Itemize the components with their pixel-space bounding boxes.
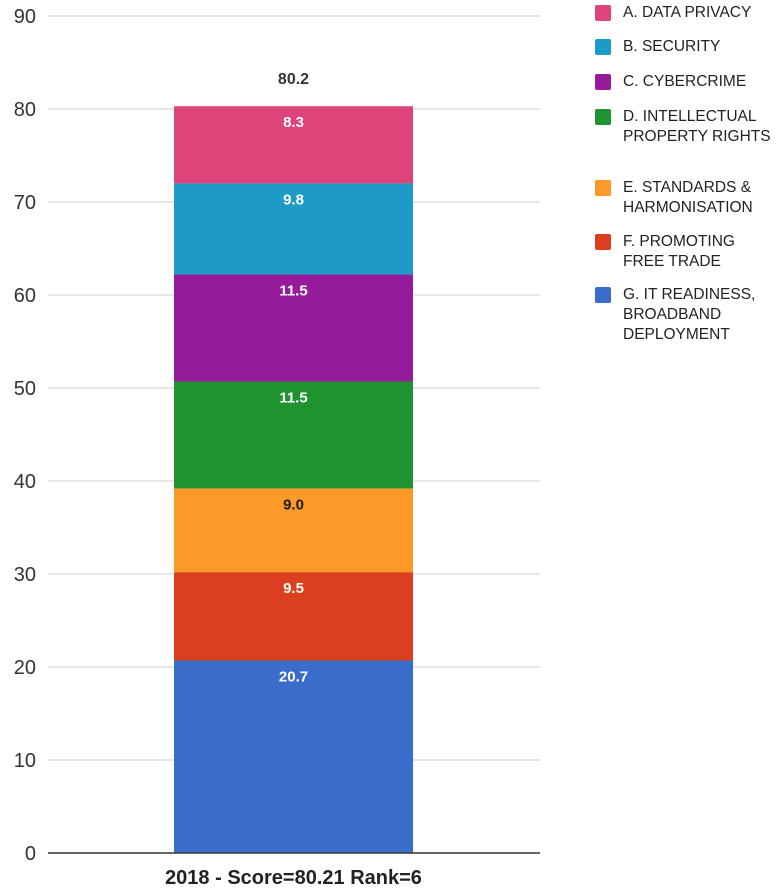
bar-segment: [174, 572, 413, 661]
y-tick-label: 0: [25, 843, 36, 865]
segment-value-label: 20.7: [279, 668, 308, 685]
legend-swatch: [595, 180, 611, 196]
segment-value-label: 9.5: [283, 580, 304, 597]
bar-segment: [174, 183, 413, 275]
y-tick-label: 90: [14, 6, 36, 28]
legend-label: A. DATA PRIVACY: [623, 4, 752, 21]
bar-segment: [174, 660, 413, 853]
y-tick-label: 60: [14, 285, 36, 307]
y-tick-label: 40: [14, 471, 36, 493]
segment-labels: 20.7 9.5 9.0 11.5 11.5 9.8 8.3: [279, 114, 308, 685]
legend-swatch: [595, 109, 611, 125]
total-value-label: 80.2: [278, 71, 309, 88]
bar-segment: [174, 488, 413, 573]
bar-segment: [174, 106, 413, 184]
legend-swatch: [595, 234, 611, 250]
category-label: 2018 - Score=80.21 Rank=6: [165, 867, 422, 889]
legend-swatch: [595, 74, 611, 90]
legend-label: D. INTELLECTUAL PROPERTY RIGHTS: [623, 108, 771, 145]
bar-segment: [174, 274, 413, 382]
segment-value-label: 11.5: [279, 389, 307, 406]
bar-segment: [174, 381, 413, 489]
legend-label: B. SECURITY: [623, 38, 721, 55]
y-tick-label: 30: [14, 564, 36, 586]
y-tick-label: 20: [14, 657, 36, 679]
segment-value-label: 9.0: [283, 496, 304, 513]
y-tick-label: 50: [14, 378, 36, 400]
y-tick-label: 70: [14, 192, 36, 214]
segment-value-label: 9.8: [283, 191, 304, 208]
bar-segments: [174, 106, 413, 853]
y-axis-ticks: 0 10 20 30 40 50 60 70 80 90: [14, 6, 36, 865]
legend-swatch: [595, 5, 611, 21]
legend-swatch: [595, 287, 611, 303]
legend-label: E. STANDARDS & HARMONISATION: [623, 179, 753, 216]
legend-label: C. CYBERCRIME: [623, 73, 747, 90]
y-tick-label: 80: [14, 99, 36, 121]
y-tick-label: 10: [14, 750, 36, 772]
segment-value-label: 11.5: [279, 283, 307, 300]
legend-swatch: [595, 39, 611, 55]
legend-label: G. IT READINESS, BROADBAND DEPLOYMENT: [623, 286, 756, 343]
legend-label: F. PROMOTING FREE TRADE: [623, 233, 735, 270]
segment-value-label: 8.3: [283, 114, 304, 131]
